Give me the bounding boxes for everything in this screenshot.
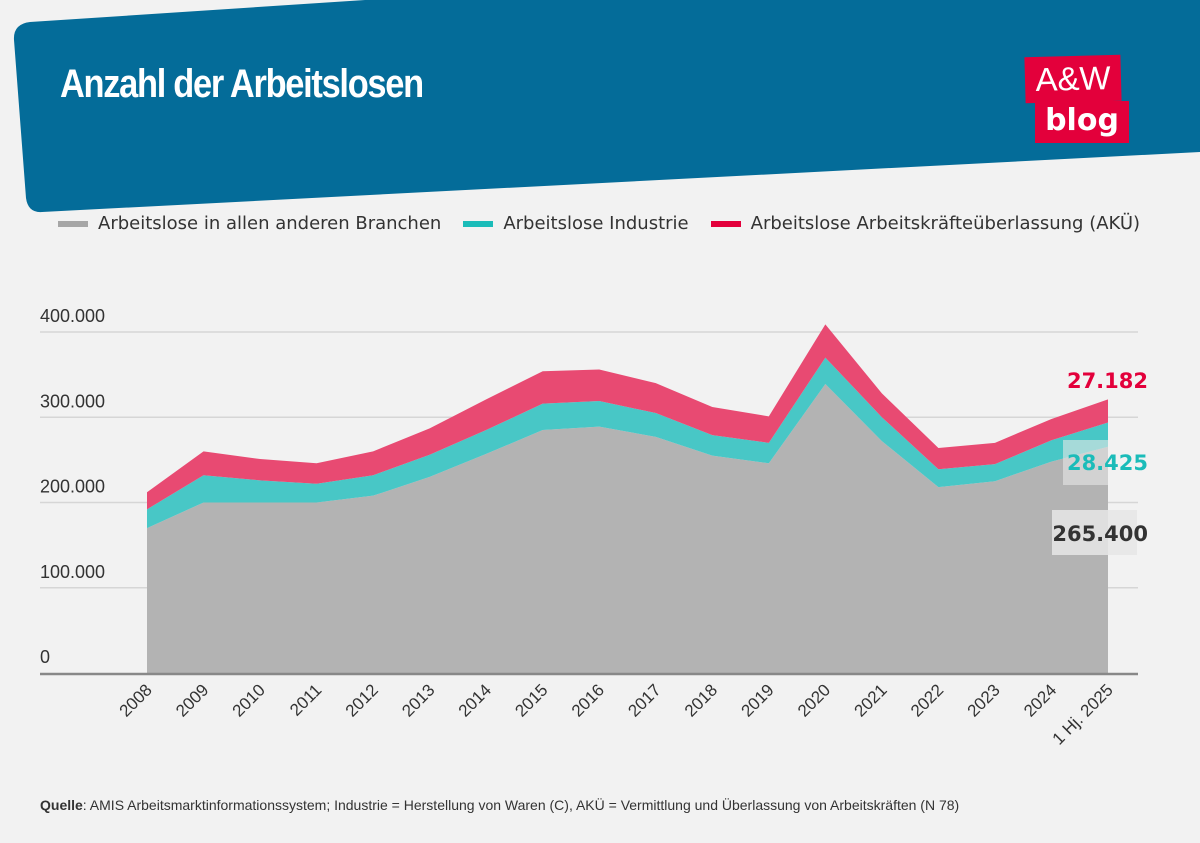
header-background	[13, 0, 1200, 213]
legend-item-industry: Arbeitslose Industrie	[463, 213, 689, 234]
x-tick-label: 2015	[511, 680, 551, 720]
x-tick-label: 2009	[172, 680, 212, 720]
legend-item-aku: Arbeitslose Arbeitskräfteüberlassung (AK…	[710, 213, 1141, 234]
x-tick-label: 2019	[737, 680, 777, 720]
x-tick-label: 2020	[794, 680, 834, 720]
x-tick-label: 2021	[851, 680, 891, 720]
page-title: Anzahl der Arbeitslosen	[60, 62, 424, 106]
y-tick-label: 0	[40, 647, 50, 667]
end-label-industry: 28.425	[1067, 451, 1148, 475]
chart-legend: Arbeitslose in allen anderen Branchen Ar…	[58, 213, 1140, 234]
y-tick-label: 200.000	[40, 477, 105, 497]
legend-label-aku: Arbeitslose Arbeitskräfteüberlassung (AK…	[750, 213, 1141, 234]
x-tick-label: 1 Hj. 2025	[1049, 680, 1117, 748]
x-tick-label: 2018	[681, 680, 721, 720]
area-series-0	[147, 384, 1108, 673]
source-note: Quelle: AMIS Arbeitsmarktinformationssys…	[40, 797, 959, 813]
source-text: : AMIS Arbeitsmarktinformationssystem; I…	[82, 797, 960, 813]
x-tick-label: 2011	[286, 680, 325, 719]
legend-swatch-industry	[463, 220, 494, 227]
area-series-2	[147, 324, 1108, 510]
legend-swatch-aku	[710, 220, 741, 227]
x-tick-label: 2010	[229, 680, 269, 720]
source-label: Quelle	[40, 797, 83, 813]
y-tick-label: 100.000	[40, 562, 105, 582]
area-series-1	[147, 357, 1108, 529]
y-tick-label: 300.000	[40, 391, 105, 411]
end-label-aku: 27.182	[1067, 369, 1148, 393]
logo-blog: blog	[1035, 101, 1129, 143]
legend-label-industry: Arbeitslose Industrie	[503, 213, 689, 234]
x-tick-label: 2012	[342, 680, 382, 720]
header-banner	[13, 0, 1200, 213]
x-tick-label: 2017	[624, 680, 664, 720]
label-box-industry	[1063, 440, 1108, 485]
x-tick-label: 2022	[907, 680, 947, 720]
x-tick-label: 2008	[116, 680, 156, 720]
legend-swatch-other	[58, 220, 88, 227]
x-tick-label: 2016	[568, 680, 608, 720]
x-tick-label: 2013	[398, 680, 438, 720]
end-label-other: 265.400	[1052, 522, 1148, 546]
label-box-other	[1052, 510, 1137, 555]
x-tick-label: 2014	[455, 680, 495, 720]
x-tick-label: 2023	[964, 680, 1004, 720]
legend-item-other: Arbeitslose in allen anderen Branchen	[58, 213, 441, 234]
y-tick-label: 400.000	[40, 306, 105, 326]
x-tick-label: 2024	[1020, 680, 1060, 720]
legend-label-other: Arbeitslose in allen anderen Branchen	[98, 213, 442, 234]
